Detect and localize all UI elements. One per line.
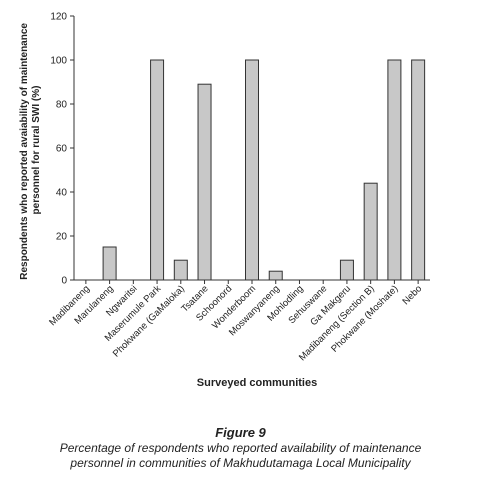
y-tick-labels: 0 20 40 60 80 100 120 [50,12,67,287]
y-tick-label: 0 [61,276,67,287]
y-tick-label: 20 [56,232,68,243]
y-tick-label: 40 [56,188,68,199]
bar [197,83,212,281]
bar [339,259,354,281]
bar [363,182,378,281]
figure-label: Figure 9 [215,425,266,440]
bar [245,59,259,281]
bar [268,270,283,281]
x-axis-label: Surveyed communities [197,377,317,389]
bar [102,246,117,281]
bar-chart: 0 20 40 60 80 100 120 MadibanengMarulanengNgwa… [19,12,430,389]
bar [150,59,165,281]
y-tick-label: 60 [56,144,68,155]
y-tick-label: 120 [50,12,67,23]
bar [411,59,426,281]
y-axis-label: Respondents who reported avaiability of … [19,20,42,280]
figure-caption-line-1: Percentage of respondents who reported a… [59,441,422,455]
bar [387,59,402,281]
y-tick-label: 100 [50,56,67,67]
figure-caption-line-2: personnel in communities of Makhudutamag… [70,456,411,470]
figure-caption: Percentage of respondents who reported a… [0,441,481,471]
bar [173,259,188,281]
y-tick-label: 80 [56,100,68,111]
bars [102,59,426,281]
x-tick-labels: MadibanengMarulanengNgwaritsiMaserumule … [47,283,424,363]
x-tick-label: Nebo [400,283,424,307]
